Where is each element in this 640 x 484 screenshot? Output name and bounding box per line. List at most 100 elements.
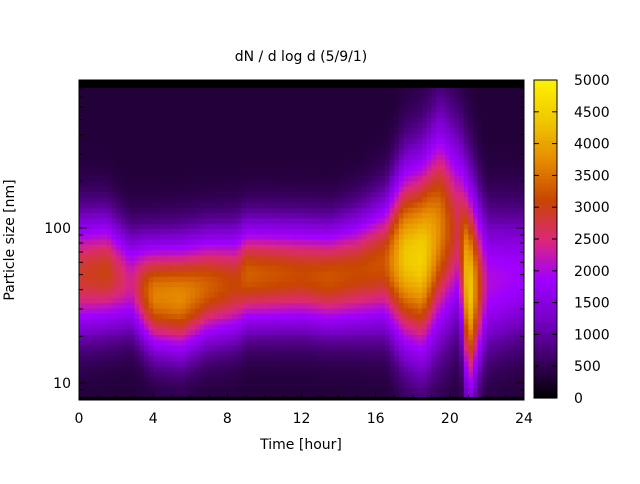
heatmap-cell [384, 148, 391, 155]
heatmap-cell [320, 122, 326, 129]
heatmap-cell [347, 239, 354, 245]
heatmap-cell [398, 345, 405, 351]
heatmap-cell [111, 201, 117, 208]
heatmap-cell [273, 117, 279, 123]
heatmap-cell [389, 159, 395, 166]
heatmap-cell [343, 297, 349, 304]
heatmap-cell [227, 318, 233, 325]
heatmap-cell [102, 228, 108, 235]
heatmap-cell [83, 138, 89, 145]
heatmap-cell [357, 350, 363, 357]
heatmap-cell [282, 196, 289, 203]
heatmap-cell [185, 122, 191, 129]
heatmap-cell [167, 387, 173, 394]
heatmap-cell [157, 180, 164, 187]
heatmap-cell [264, 270, 270, 277]
heatmap-cell [129, 307, 136, 314]
heatmap-cell [199, 228, 205, 235]
heatmap-cell [431, 90, 437, 97]
heatmap-cell [278, 360, 284, 367]
heatmap-cell [417, 260, 423, 267]
heatmap-cell [222, 154, 228, 161]
heatmap-cell [347, 88, 354, 92]
heatmap-cell [292, 286, 298, 293]
heatmap-cell [213, 286, 219, 293]
heatmap-cell [315, 292, 321, 298]
heatmap-cell [315, 345, 321, 351]
heatmap-cell [435, 260, 442, 267]
heatmap-cell [259, 95, 266, 102]
heatmap-cell [403, 159, 409, 166]
heatmap-cell [255, 244, 261, 251]
heatmap-cell [384, 88, 391, 92]
heatmap-cell [213, 366, 219, 373]
heatmap-cell [92, 180, 99, 187]
heatmap-cell [236, 175, 242, 182]
heatmap-cell [88, 392, 94, 397]
heatmap-cell [408, 127, 414, 134]
heatmap-cell [204, 239, 210, 245]
heatmap-cell [88, 239, 94, 245]
heatmap-cell [324, 239, 330, 245]
heatmap-cell [245, 159, 252, 166]
heatmap-cell [148, 292, 154, 298]
heatmap-cell [218, 323, 224, 330]
heatmap-cell [79, 239, 85, 245]
heatmap-cell [208, 392, 215, 397]
heatmap-cell [208, 307, 215, 314]
heatmap-cell [278, 170, 284, 176]
heatmap-cell [422, 101, 428, 108]
heatmap-cell [375, 117, 381, 123]
heatmap-cell [454, 382, 460, 388]
heatmap-cell [301, 334, 307, 341]
heatmap-cell [278, 143, 284, 150]
heatmap-cell [190, 159, 196, 166]
heatmap-cell [157, 175, 164, 182]
heatmap-cell [454, 281, 460, 288]
heatmap-cell [389, 292, 395, 298]
heatmap-cell [167, 281, 173, 288]
heatmap-cell [236, 106, 242, 113]
heatmap-cell [218, 217, 224, 224]
heatmap-cell [102, 260, 108, 267]
heatmap-cell [389, 376, 395, 383]
heatmap-cell [88, 387, 94, 394]
heatmap-cell [315, 143, 321, 150]
heatmap-cell [380, 281, 386, 288]
heatmap-cell [306, 228, 312, 235]
heatmap-cell [194, 254, 201, 261]
heatmap-cell [278, 249, 284, 256]
heatmap-cell [218, 254, 224, 261]
heatmap-cell [306, 376, 312, 383]
heatmap-cell [208, 117, 215, 123]
heatmap-cell [366, 175, 372, 182]
heatmap-cell [282, 329, 289, 335]
heatmap-cell [167, 143, 173, 150]
heatmap-cell [194, 228, 201, 235]
heatmap-cell [102, 101, 108, 108]
heatmap-cell [148, 148, 154, 155]
heatmap-cell [190, 138, 196, 145]
heatmap-cell [282, 334, 289, 341]
heatmap-cell [222, 88, 228, 92]
heatmap-cell [106, 376, 113, 383]
heatmap-cell [264, 360, 270, 367]
heatmap-cell [180, 212, 187, 219]
heatmap-cell [329, 180, 335, 187]
heatmap-cell [282, 260, 289, 267]
heatmap-cell [394, 371, 400, 378]
heatmap-cell [324, 244, 330, 251]
heatmap-cell [435, 281, 442, 288]
heatmap-cell [204, 371, 210, 378]
heatmap-cell [306, 175, 312, 182]
heatmap-cell [357, 143, 363, 150]
heatmap-cell [333, 244, 340, 251]
heatmap-cell [250, 207, 256, 214]
heatmap-cell [199, 302, 205, 309]
heatmap-cell [167, 297, 173, 304]
heatmap-cell [408, 90, 414, 97]
heatmap-cell [333, 201, 340, 208]
heatmap-cell [255, 95, 261, 102]
heatmap-cell [125, 90, 131, 97]
heatmap-cell [102, 270, 108, 277]
